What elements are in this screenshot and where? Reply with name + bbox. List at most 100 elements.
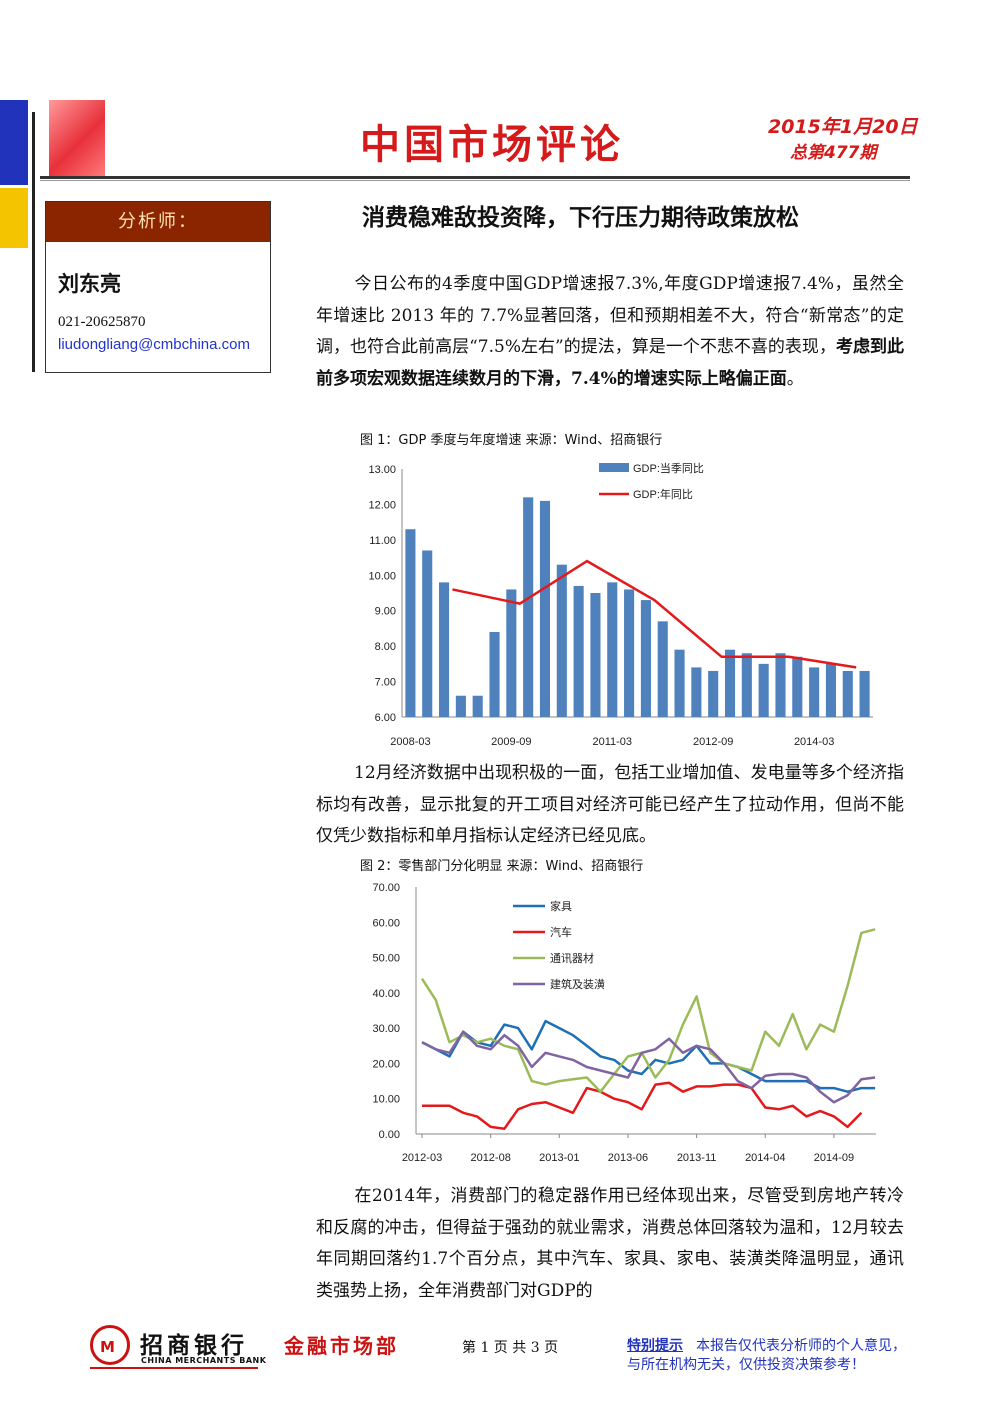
- y-tick-label: 10.00: [368, 570, 396, 582]
- y-tick-label: 8.00: [375, 641, 396, 653]
- y-tick-label: 9.00: [375, 606, 396, 618]
- gdp-quarterly-bar: [691, 667, 702, 717]
- gdp-quarterly-bar: [607, 582, 618, 717]
- gdp-quarterly-bar: [809, 667, 820, 717]
- legend-swatch-bar: [599, 463, 629, 472]
- x-tick-label: 2014-04: [745, 1152, 785, 1164]
- gdp-quarterly-bar: [674, 649, 685, 717]
- gdp-quarterly-bar: [859, 670, 870, 717]
- gdp-quarterly-bar: [724, 649, 736, 717]
- gdp-quarterly-bar: [792, 656, 803, 717]
- header-decor-yellow-block: [0, 188, 28, 248]
- article-headline: 消费稳难敌投资降，下行压力期待政策放松: [362, 205, 799, 231]
- analyst-email-link[interactable]: liudongliang@cmbchina.com: [58, 336, 250, 353]
- gdp-quarterly-bar: [439, 582, 450, 717]
- bank-logo-icon: M: [90, 1325, 130, 1365]
- department-name: 金融市场部: [284, 1334, 399, 1358]
- paragraph-1: 今日公布的4季度中国GDP增速报7.3%,年度GDP增速报7.4%，虽然全年增速…: [316, 269, 904, 395]
- series-line: [420, 928, 876, 1093]
- gdp-quarterly-bar: [539, 500, 551, 717]
- gdp-quarterly-bar: [657, 621, 668, 717]
- gdp-quarterly-bar: [741, 653, 752, 717]
- x-tick-label: 2008-03: [390, 736, 430, 748]
- gdp-quarterly-bar: [405, 529, 416, 717]
- x-tick-label: 2014-03: [794, 736, 834, 748]
- figure-2-chart: 0.00 10.00 20.00 30.00 40.00 50.00 60.00 70.00 2…: [372, 882, 876, 1164]
- x-tick-label: 2009-09: [491, 736, 531, 748]
- x-tick-label: 2011-03: [592, 736, 632, 748]
- gdp-quarterly-bar: [472, 695, 483, 717]
- gdp-quarterly-bar: [590, 593, 601, 717]
- legend-label: 建筑及装潢: [550, 977, 605, 991]
- x-tick-label: 2012-03: [402, 1152, 442, 1164]
- y-tick-label: 13.00: [368, 464, 396, 476]
- y-tick-label: 60.00: [372, 917, 400, 929]
- gdp-quarterly-bar: [523, 497, 534, 717]
- bank-name-english: CHINA MERCHANTS BANK: [141, 1356, 267, 1365]
- gdp-quarterly-bar: [573, 585, 584, 717]
- y-tick-label: 6.00: [375, 712, 396, 724]
- page-indicator: 第 1 页 共 3 页: [462, 1340, 559, 1356]
- x-tick-label: 2012-08: [470, 1152, 510, 1164]
- legend-label: 通讯器材: [550, 951, 594, 965]
- y-tick-label: 7.00: [375, 677, 396, 689]
- series-line: [421, 1030, 876, 1104]
- y-tick-label: 20.00: [372, 1058, 400, 1070]
- gdp-quarterly-bar: [624, 589, 635, 717]
- header-decor-blue-block: [0, 100, 28, 185]
- paragraph-3: 在2014年，消费部门的稳定器作用已经体现出来，尽管受到房地产转冷和反腐的冲击，…: [316, 1181, 904, 1307]
- gdp-annual-line: [452, 559, 857, 669]
- y-tick-label: 30.00: [372, 1023, 400, 1035]
- x-tick-label: 2014-09: [814, 1152, 854, 1164]
- x-tick-label: 2013-01: [539, 1152, 579, 1164]
- analyst-name: 刘东亮: [58, 272, 121, 296]
- analyst-header: 分析师：: [46, 202, 270, 242]
- gdp-quarterly-bar: [422, 550, 433, 717]
- bank-logo-mark: M: [100, 1338, 115, 1356]
- gdp-quarterly-bar: [506, 589, 517, 717]
- x-tick-label: 2013-06: [608, 1152, 648, 1164]
- paragraph-2-text: 12月经济数据中出现积极的一面，包括工业增加值、发电量等多个经济指标均有改善，显…: [316, 763, 904, 846]
- y-tick-label: 0.00: [379, 1129, 400, 1141]
- disclaimer-text-line-2: 与所在机构无关，仅供投资决策参考！: [627, 1357, 865, 1373]
- header-rule-thin: [40, 180, 910, 181]
- bank-name: 招商银行: [140, 1333, 248, 1359]
- paragraph-2: 12月经济数据中出现积极的一面，包括工业增加值、发电量等多个经济指标均有改善，显…: [316, 758, 904, 853]
- y-tick-label: 70.00: [372, 882, 400, 894]
- analyst-phone: 021-20625870: [58, 314, 146, 330]
- publication-title: 中国市场评论: [360, 121, 624, 168]
- gdp-quarterly-bar: [825, 663, 836, 717]
- analyst-box: 分析师： 刘东亮 021-20625870 liudongliang@cmbch…: [45, 201, 271, 373]
- paragraph-1-bold-text: 考虑到此前多项宏观数据连续数月的下滑，7.4%的增速实际上略偏正面: [316, 337, 904, 389]
- footer-logo-underline: [90, 1367, 258, 1369]
- y-tick-label: 11.00: [369, 535, 396, 547]
- gdp-quarterly-bar: [556, 564, 567, 717]
- legend-label: GDP:年同比: [633, 487, 693, 501]
- disclaimer-label: 特别提示: [627, 1338, 683, 1354]
- gdp-quarterly-bar: [842, 670, 853, 717]
- x-tick-label: 2013-11: [677, 1152, 717, 1164]
- figure-1-chart: 6.00 7.00 8.00 9.00 10.00 11.00 12.00 13.00 2008…: [368, 461, 873, 748]
- gdp-quarterly-bar: [489, 631, 500, 717]
- publication-date: 2015年1月20日: [768, 116, 918, 138]
- legend-label: 家具: [550, 899, 572, 913]
- y-tick-label: 12.00: [368, 499, 396, 511]
- gdp-quarterly-bar: [640, 600, 651, 717]
- issue-number: 总第477期: [790, 143, 877, 163]
- y-tick-label: 50.00: [372, 953, 400, 965]
- series-line: [422, 1081, 863, 1130]
- gdp-quarterly-bar: [758, 663, 769, 717]
- paragraph-1-end: 。: [786, 368, 804, 389]
- legend-label: 汽车: [550, 925, 572, 939]
- gdp-quarterly-bar: [455, 695, 466, 717]
- paragraph-3-text: 在2014年，消费部门的稳定器作用已经体现出来，尽管受到房地产转冷和反腐的冲击，…: [316, 1186, 904, 1301]
- gdp-quarterly-bar: [775, 653, 786, 717]
- disclaimer-text-line-1: 本报告仅代表分析师的个人意见，: [696, 1338, 906, 1354]
- header-decor-vertical-line: [32, 112, 35, 372]
- figure-1-caption: 图 1：GDP 季度与年度增速 来源：Wind、招商银行: [360, 433, 663, 448]
- paragraph-1-text: 今日公布的4季度中国GDP增速报7.3%,年度GDP增速报7.4%，虽然全年增速…: [316, 274, 904, 357]
- figure-2-caption: 图 2：零售部门分化明显 来源：Wind、招商银行: [360, 859, 644, 874]
- y-tick-label: 10.00: [372, 1094, 400, 1106]
- header-decor-red-block: [49, 100, 105, 176]
- header-rule: [40, 176, 910, 179]
